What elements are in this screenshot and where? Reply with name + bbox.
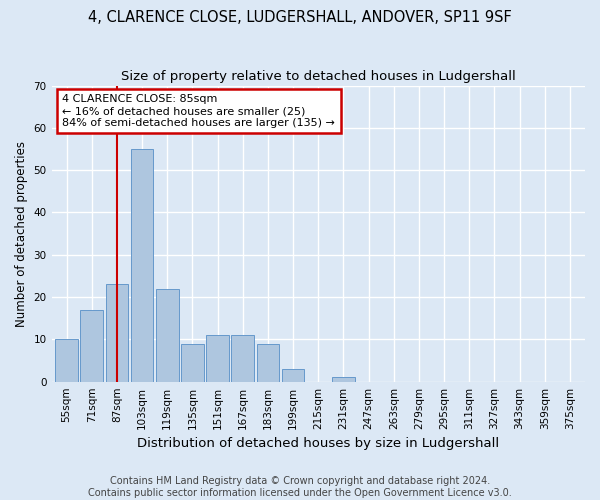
Bar <box>232 335 254 382</box>
Text: 4, CLARENCE CLOSE, LUDGERSHALL, ANDOVER, SP11 9SF: 4, CLARENCE CLOSE, LUDGERSHALL, ANDOVER,… <box>88 10 512 25</box>
Text: Contains HM Land Registry data © Crown copyright and database right 2024.
Contai: Contains HM Land Registry data © Crown c… <box>88 476 512 498</box>
Bar <box>131 149 154 382</box>
Bar <box>282 369 304 382</box>
Bar <box>181 344 204 382</box>
Bar <box>206 335 229 382</box>
Bar <box>55 340 78 382</box>
Y-axis label: Number of detached properties: Number of detached properties <box>15 140 28 326</box>
X-axis label: Distribution of detached houses by size in Ludgershall: Distribution of detached houses by size … <box>137 437 499 450</box>
Bar <box>156 288 179 382</box>
Title: Size of property relative to detached houses in Ludgershall: Size of property relative to detached ho… <box>121 70 515 83</box>
Bar <box>80 310 103 382</box>
Bar <box>257 344 279 382</box>
Bar <box>106 284 128 382</box>
Text: 4 CLARENCE CLOSE: 85sqm
← 16% of detached houses are smaller (25)
84% of semi-de: 4 CLARENCE CLOSE: 85sqm ← 16% of detache… <box>62 94 335 128</box>
Bar <box>332 378 355 382</box>
